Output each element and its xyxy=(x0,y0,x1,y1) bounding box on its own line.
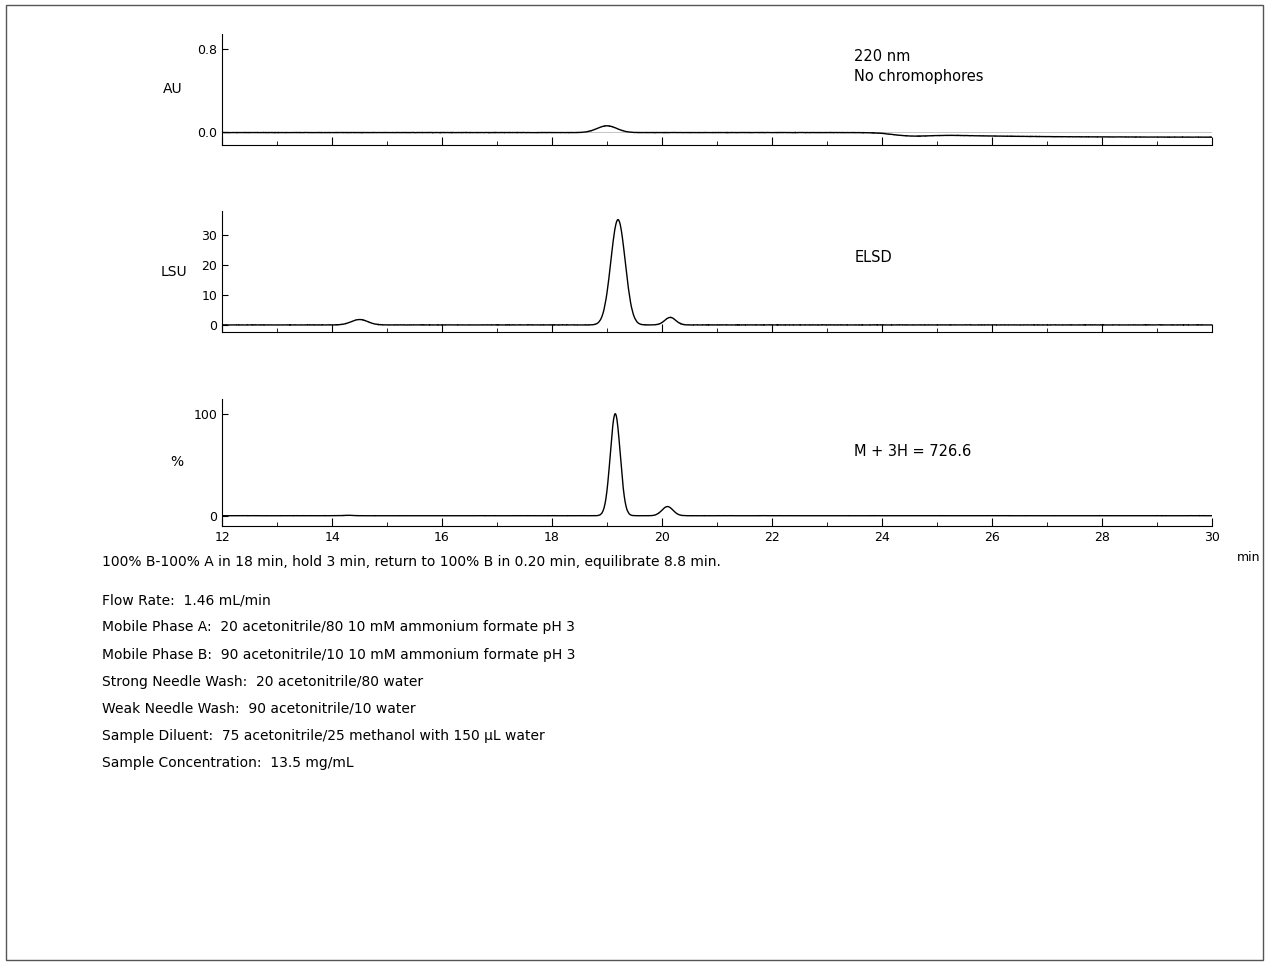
Text: 100% B-100% A in 18 min, hold 3 min, return to 100% B in 0.20 min, equilibrate 8: 100% B-100% A in 18 min, hold 3 min, ret… xyxy=(102,555,721,569)
Text: Sample Diluent:  75 acetonitrile/25 methanol with 150 μL water: Sample Diluent: 75 acetonitrile/25 metha… xyxy=(102,729,544,743)
Text: Sample Concentration:  13.5 mg/mL: Sample Concentration: 13.5 mg/mL xyxy=(102,756,353,770)
Text: ELSD: ELSD xyxy=(854,250,892,264)
Text: Mobile Phase B:  90 acetonitrile/10 10 mM ammonium formate pH 3: Mobile Phase B: 90 acetonitrile/10 10 mM… xyxy=(102,648,575,662)
Text: M + 3H = 726.6: M + 3H = 726.6 xyxy=(854,444,972,459)
Y-axis label: LSU: LSU xyxy=(160,264,187,279)
Y-axis label: AU: AU xyxy=(162,82,181,96)
Text: Mobile Phase A:  20 acetonitrile/80 10 mM ammonium formate pH 3: Mobile Phase A: 20 acetonitrile/80 10 mM… xyxy=(102,620,575,635)
Y-axis label: %: % xyxy=(170,455,183,469)
Text: min: min xyxy=(1237,551,1260,564)
Text: Flow Rate:  1.46 mL/min: Flow Rate: 1.46 mL/min xyxy=(102,593,270,608)
Text: 220 nm
No chromophores: 220 nm No chromophores xyxy=(854,49,983,84)
Text: Weak Needle Wash:  90 acetonitrile/10 water: Weak Needle Wash: 90 acetonitrile/10 wat… xyxy=(102,702,415,716)
Text: Strong Needle Wash:  20 acetonitrile/80 water: Strong Needle Wash: 20 acetonitrile/80 w… xyxy=(102,675,423,689)
